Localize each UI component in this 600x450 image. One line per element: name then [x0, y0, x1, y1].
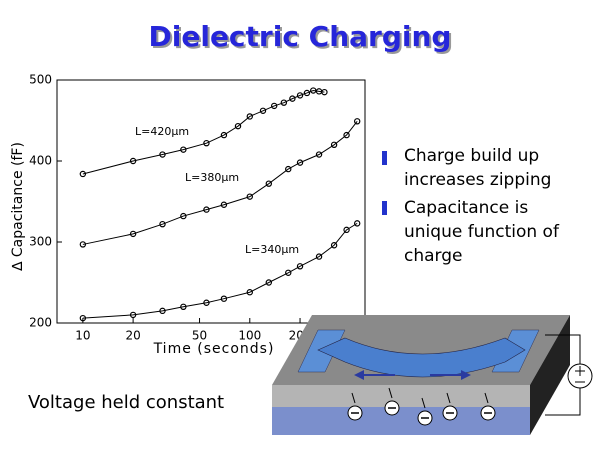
series-annotation: L=340µm — [245, 243, 299, 256]
data-point — [270, 102, 278, 110]
data-point — [280, 99, 288, 106]
data-point — [285, 165, 292, 173]
data-point — [129, 157, 137, 165]
data-point — [303, 89, 311, 97]
data-point — [159, 220, 166, 228]
data-point — [129, 311, 137, 319]
field-arrow — [484, 392, 489, 404]
series-line — [82, 90, 325, 175]
bullet-marker — [382, 151, 387, 165]
data-point — [265, 180, 273, 187]
x-tick-label: 50 — [192, 329, 207, 343]
data-point — [265, 279, 273, 286]
data-point — [330, 141, 338, 148]
data-point — [79, 241, 87, 248]
data-point — [180, 303, 187, 310]
data-point — [159, 307, 166, 315]
data-point — [246, 289, 253, 296]
y-tick-label: 500 — [29, 73, 52, 87]
data-point — [79, 314, 87, 322]
bullet: Charge build up increases zipping — [404, 146, 552, 190]
data-point — [296, 92, 304, 99]
data-point — [259, 107, 267, 114]
x-tick-label: 10 — [75, 329, 90, 343]
series-line — [82, 222, 358, 319]
data-point — [203, 299, 210, 306]
series-annotation: L=380µm — [185, 171, 239, 184]
data-point — [246, 193, 253, 200]
series-annotation: L=420µm — [135, 125, 189, 138]
data-point — [289, 95, 296, 102]
data-point — [79, 170, 87, 178]
data-point — [129, 230, 137, 238]
data-point — [159, 151, 166, 158]
arrow-head — [354, 370, 364, 380]
bullet-marker — [382, 201, 387, 215]
data-point — [285, 269, 292, 276]
x-tick-label: 20 — [125, 329, 140, 343]
dielectric-layer — [272, 385, 530, 407]
bullet: Capacitance is unique function of charge — [404, 198, 559, 266]
device-diagram — [272, 315, 593, 435]
field-arrow — [446, 392, 451, 404]
data-point — [310, 87, 317, 94]
data-point — [180, 212, 187, 220]
data-point — [234, 122, 242, 130]
data-point — [315, 253, 323, 260]
data-point — [296, 263, 304, 270]
y-tick-label: 400 — [29, 154, 52, 168]
y-axis-label: ∆ Capacitance (fF) — [10, 142, 26, 272]
x-tick-label: 100 — [238, 329, 261, 343]
data-point — [343, 226, 350, 234]
data-point — [203, 139, 210, 147]
field-arrow — [421, 397, 426, 409]
data-point — [296, 159, 304, 166]
data-point — [220, 201, 228, 208]
data-point — [220, 295, 228, 302]
footnote: Voltage held constant — [28, 392, 225, 413]
data-point — [353, 118, 361, 125]
field-arrow — [388, 387, 393, 399]
data-point — [330, 242, 338, 249]
x-axis-label: Time (seconds) — [153, 341, 275, 357]
plot-frame — [56, 79, 366, 324]
field-arrow — [351, 392, 356, 404]
slide-title: Dielectric Charging — [149, 20, 452, 53]
substrate-side — [530, 315, 570, 435]
data-point — [246, 113, 253, 120]
y-tick-label: 300 — [29, 235, 52, 249]
y-tick-label: 200 — [29, 316, 52, 330]
data-point — [203, 206, 210, 213]
arrow-head — [461, 370, 471, 380]
data-point — [180, 146, 187, 153]
data-point — [220, 131, 228, 139]
data-point — [315, 151, 323, 158]
data-point — [343, 131, 350, 139]
data-point — [353, 220, 361, 227]
data-point — [321, 88, 328, 96]
